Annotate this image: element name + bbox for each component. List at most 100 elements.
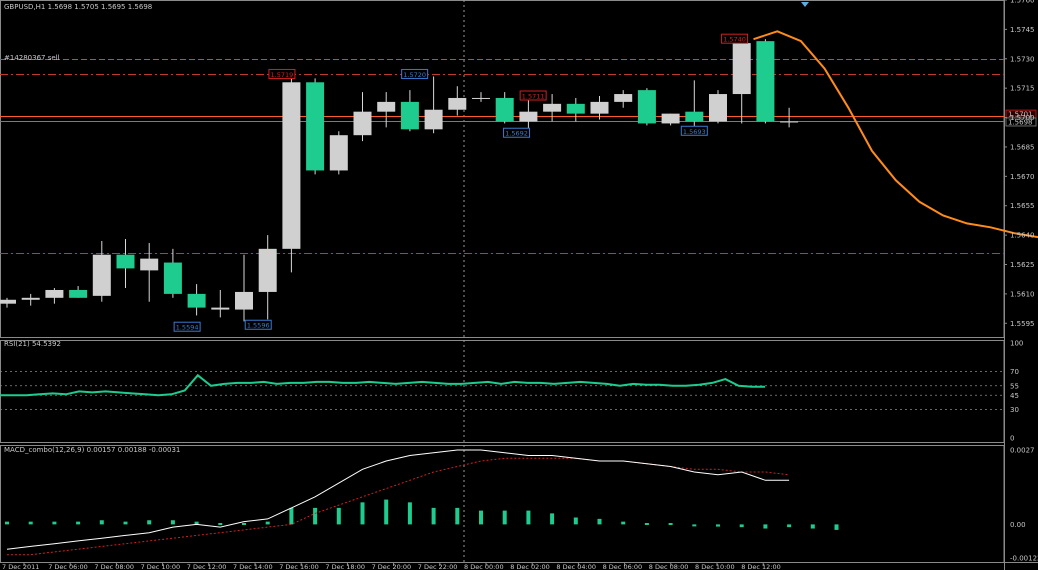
macd-histogram-bar [621,521,626,525]
candle[interactable] [306,78,325,175]
time-tick-label: 7 Dec 10:00 [141,563,181,570]
time-tick-label: 8 Dec 10:00 [695,563,735,570]
macd-main-line [6,449,790,550]
price-box-text: 1.5692 [505,130,528,138]
candle-body [566,103,585,114]
price-box-text: 1.5596 [247,322,270,330]
macd-histogram-bar [170,520,175,525]
time-tick-label: 7 Dec 22:00 [418,563,458,570]
candle-body [235,291,253,310]
candle[interactable] [116,239,135,289]
candle-body [187,293,206,308]
macd-histogram-bar [99,520,104,525]
candle-body [400,101,419,130]
candle-body [543,103,562,112]
macd-histogram-bar [431,507,436,525]
time-tick-label: 8 Dec 08:00 [649,563,689,570]
candle[interactable] [0,297,16,308]
macd-tick-label: -0.00122 [1010,555,1038,563]
rsi-tick-label: 0 [1010,435,1014,443]
macd-tick-label: 0.0027 [1010,447,1035,455]
candle[interactable] [472,92,490,102]
candle[interactable] [353,92,372,142]
time-tick-label: 8 Dec 04:00 [556,563,596,570]
macd-histogram-bar [573,517,578,525]
candle[interactable] [709,90,727,124]
rsi-tick-label: 55 [1010,382,1019,390]
macd-histogram-bar [384,499,389,525]
macd-histogram-bar [644,523,649,526]
candle[interactable] [69,286,88,298]
macd-histogram-bar [716,524,720,527]
rsi-tick-label: 100 [1010,340,1023,348]
rsi-title: RSI(21) 54.5392 [4,340,61,348]
time-tick-label: 7 Dec 14:00 [233,563,273,570]
candle[interactable] [448,86,467,116]
price-tick-label: 1.5730 [1010,55,1035,63]
candle[interactable] [235,254,253,322]
price-box-frame [519,90,547,101]
candle[interactable] [780,107,799,128]
candle[interactable] [566,97,585,122]
candle[interactable] [258,235,277,320]
candle-body [448,97,467,110]
candle[interactable] [377,92,396,128]
candle[interactable] [756,39,775,124]
candle[interactable] [187,284,206,316]
macd-histogram-bar [194,521,199,525]
candle[interactable] [92,240,111,302]
price-box-text: 1.5711 [522,93,545,101]
candle[interactable] [424,76,443,134]
price-box-text: 1.5720 [403,71,426,79]
candle[interactable] [590,96,609,120]
candle[interactable] [140,242,159,302]
macd-histogram-bar [5,521,9,525]
macd-histogram-bar [147,520,152,525]
macd-histogram-bar [265,521,270,525]
price-box: 1.5692 [503,127,531,138]
time-tick-label: 7 Dec 2011 [2,563,39,570]
candle[interactable] [543,94,562,122]
candle-body [258,248,277,292]
price-box: 1.5596 [244,319,272,330]
candle[interactable] [329,131,348,175]
candle[interactable] [685,80,704,128]
macd-histogram-bar [455,507,460,525]
candle[interactable] [400,90,419,132]
candle[interactable] [21,293,40,306]
macd-histogram-bar [597,518,602,525]
candle[interactable] [163,248,182,298]
candle[interactable] [732,39,751,124]
candle-body [495,97,514,122]
candle[interactable] [45,288,64,304]
candle-body [472,97,490,99]
candle[interactable] [495,92,514,124]
candle-body [329,135,348,171]
price-panel[interactable]: 1.5719 1.5720 1.5711 1.5740 1.5594 1.5596 1.56… [0,30,1038,332]
candle[interactable] [637,88,656,126]
price-box: 1.5594 [173,321,201,332]
candle-body [661,113,680,124]
forecast-line [753,30,1038,239]
rsi-panel[interactable] [0,371,1004,410]
candle[interactable] [519,97,538,132]
price-box-text: 1.5740 [723,36,746,44]
candle[interactable] [661,113,680,126]
rsi-line [0,373,765,397]
order-label: #14280367 sell [4,54,60,62]
time-tick-label: 7 Dec 06:00 [48,563,88,570]
macd-title: MACD_combo(12,26,9) 0.00157 0.00188 -0.0… [4,446,180,454]
price-box-frame [244,319,272,330]
candle[interactable] [614,90,633,108]
macd-histogram-bar [313,507,318,525]
candle[interactable] [211,289,230,318]
macd-panel[interactable] [5,449,839,556]
price-box: 1.5711 [519,90,547,101]
candle[interactable] [282,78,301,273]
price-box-text: 1.5719 [271,71,294,79]
shift-marker-icon [801,2,809,7]
price-box-frame [401,68,429,79]
rsi-tick-label: 30 [1010,406,1019,414]
